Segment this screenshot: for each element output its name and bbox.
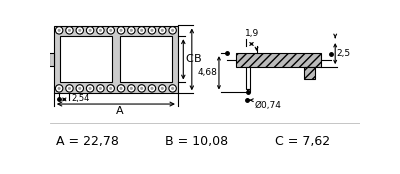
Circle shape (86, 27, 94, 34)
Circle shape (130, 29, 133, 32)
Bar (60, 36, 112, 82)
Circle shape (58, 29, 61, 32)
Circle shape (66, 27, 73, 34)
Circle shape (88, 29, 92, 32)
Text: C: C (186, 54, 193, 64)
Circle shape (120, 87, 122, 90)
Text: C = 7,62: C = 7,62 (275, 135, 330, 148)
Circle shape (86, 85, 94, 92)
Circle shape (78, 29, 81, 32)
Circle shape (56, 85, 63, 92)
Circle shape (120, 29, 122, 32)
Circle shape (58, 87, 61, 90)
Circle shape (68, 87, 71, 90)
Circle shape (97, 27, 104, 34)
Circle shape (158, 27, 166, 34)
Bar (54, 26, 178, 93)
Circle shape (76, 85, 84, 92)
Text: A = 22,78: A = 22,78 (56, 135, 119, 148)
Circle shape (107, 27, 114, 34)
Circle shape (171, 29, 174, 32)
Bar (246, 67, 250, 89)
Text: B: B (194, 54, 202, 64)
Text: 1,9: 1,9 (245, 29, 259, 38)
Circle shape (78, 87, 81, 90)
Text: B = 10,08: B = 10,08 (165, 135, 228, 148)
Circle shape (99, 87, 102, 90)
Circle shape (99, 29, 102, 32)
Circle shape (128, 85, 135, 92)
Circle shape (169, 85, 176, 92)
Circle shape (148, 27, 156, 34)
Bar (304, 67, 315, 79)
Circle shape (140, 29, 143, 32)
Circle shape (171, 87, 174, 90)
Text: 4,68: 4,68 (198, 68, 218, 77)
Circle shape (88, 87, 92, 90)
Circle shape (66, 85, 73, 92)
Circle shape (161, 87, 164, 90)
Bar (247, 89, 250, 93)
Circle shape (148, 85, 156, 92)
Circle shape (107, 85, 114, 92)
Text: 2,5: 2,5 (337, 49, 351, 58)
Circle shape (161, 29, 164, 32)
Circle shape (117, 85, 125, 92)
Circle shape (109, 29, 112, 32)
Circle shape (128, 27, 135, 34)
Circle shape (150, 87, 154, 90)
Circle shape (56, 27, 63, 34)
Circle shape (76, 27, 84, 34)
Circle shape (117, 27, 125, 34)
Circle shape (68, 29, 71, 32)
Circle shape (130, 87, 133, 90)
Circle shape (140, 87, 143, 90)
Circle shape (109, 87, 112, 90)
Bar (49, 53, 54, 66)
Text: 2,54: 2,54 (71, 94, 89, 103)
Circle shape (97, 85, 104, 92)
Bar (236, 53, 321, 67)
Circle shape (138, 27, 145, 34)
Circle shape (158, 85, 166, 92)
Circle shape (150, 29, 154, 32)
Text: A: A (116, 106, 124, 116)
Circle shape (169, 27, 176, 34)
Circle shape (138, 85, 145, 92)
Text: Ø0,74: Ø0,74 (255, 101, 282, 110)
Bar (120, 36, 172, 82)
